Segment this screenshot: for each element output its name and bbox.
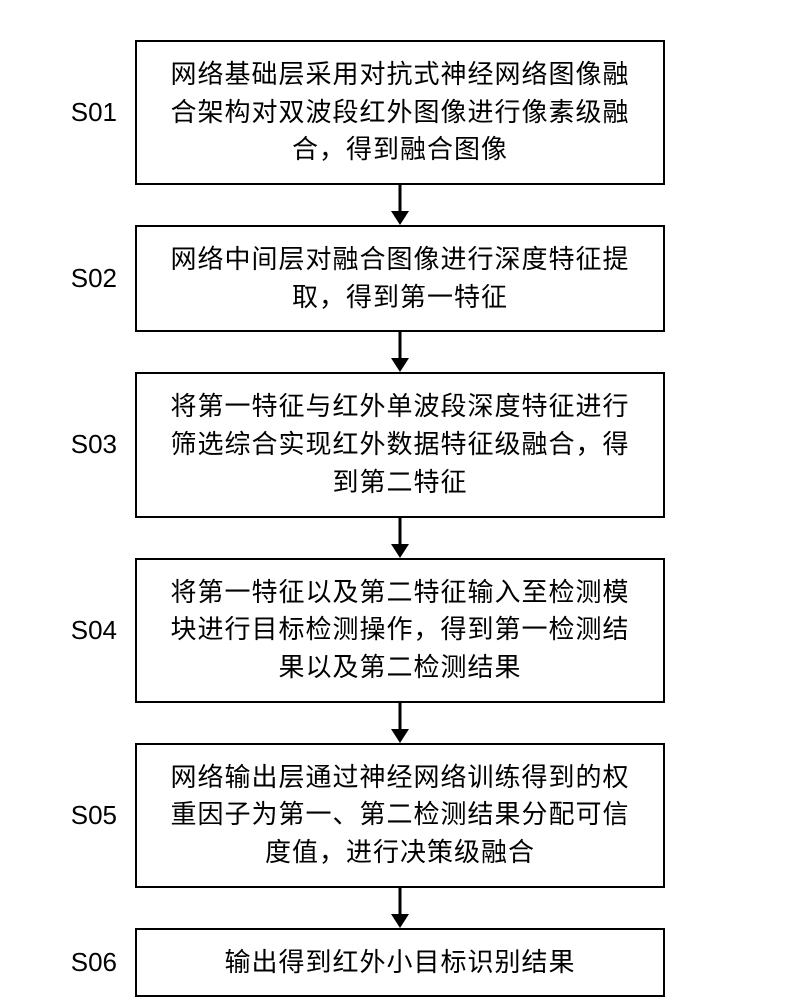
step-row-S03: S03将第一特征与红外单波段深度特征进行筛选综合实现红外数据特征级融合，得到第二… bbox=[0, 372, 792, 517]
step-box-S01: 网络基础层采用对抗式神经网络图像融合架构对双波段红外图像进行像素级融合，得到融合… bbox=[135, 40, 665, 185]
step-box-S02: 网络中间层对融合图像进行深度特征提取，得到第一特征 bbox=[135, 225, 665, 332]
arrow-down-icon bbox=[135, 332, 665, 372]
step-box-S04: 将第一特征以及第二特征输入至检测模块进行目标检测操作，得到第一检测结果以及第二检… bbox=[135, 558, 665, 703]
arrow-row-S01 bbox=[0, 185, 792, 225]
arrow-down-icon bbox=[135, 518, 665, 558]
step-label-S03: S03 bbox=[0, 429, 135, 460]
step-row-S02: S02网络中间层对融合图像进行深度特征提取，得到第一特征 bbox=[0, 225, 792, 332]
step-box-S06: 输出得到红外小目标识别结果 bbox=[135, 928, 665, 998]
step-label-S06: S06 bbox=[0, 947, 135, 978]
step-box-S03: 将第一特征与红外单波段深度特征进行筛选综合实现红外数据特征级融合，得到第二特征 bbox=[135, 372, 665, 517]
step-row-S04: S04将第一特征以及第二特征输入至检测模块进行目标检测操作，得到第一检测结果以及… bbox=[0, 558, 792, 703]
step-label-S01: S01 bbox=[0, 97, 135, 128]
step-label-S02: S02 bbox=[0, 263, 135, 294]
arrow-row-S03 bbox=[0, 518, 792, 558]
step-label-S05: S05 bbox=[0, 800, 135, 831]
step-row-S01: S01网络基础层采用对抗式神经网络图像融合架构对双波段红外图像进行像素级融合，得… bbox=[0, 40, 792, 185]
step-box-S05: 网络输出层通过神经网络训练得到的权重因子为第一、第二检测结果分配可信度值，进行决… bbox=[135, 743, 665, 888]
arrow-row-S02 bbox=[0, 332, 792, 372]
step-label-S04: S04 bbox=[0, 615, 135, 646]
arrow-row-S05 bbox=[0, 888, 792, 928]
arrow-row-S04 bbox=[0, 703, 792, 743]
step-row-S05: S05网络输出层通过神经网络训练得到的权重因子为第一、第二检测结果分配可信度值，… bbox=[0, 743, 792, 888]
arrow-down-icon bbox=[135, 703, 665, 743]
arrow-down-icon bbox=[135, 185, 665, 225]
arrow-down-icon bbox=[135, 888, 665, 928]
flowchart-container: S01网络基础层采用对抗式神经网络图像融合架构对双波段红外图像进行像素级融合，得… bbox=[0, 40, 792, 997]
step-row-S06: S06输出得到红外小目标识别结果 bbox=[0, 928, 792, 998]
